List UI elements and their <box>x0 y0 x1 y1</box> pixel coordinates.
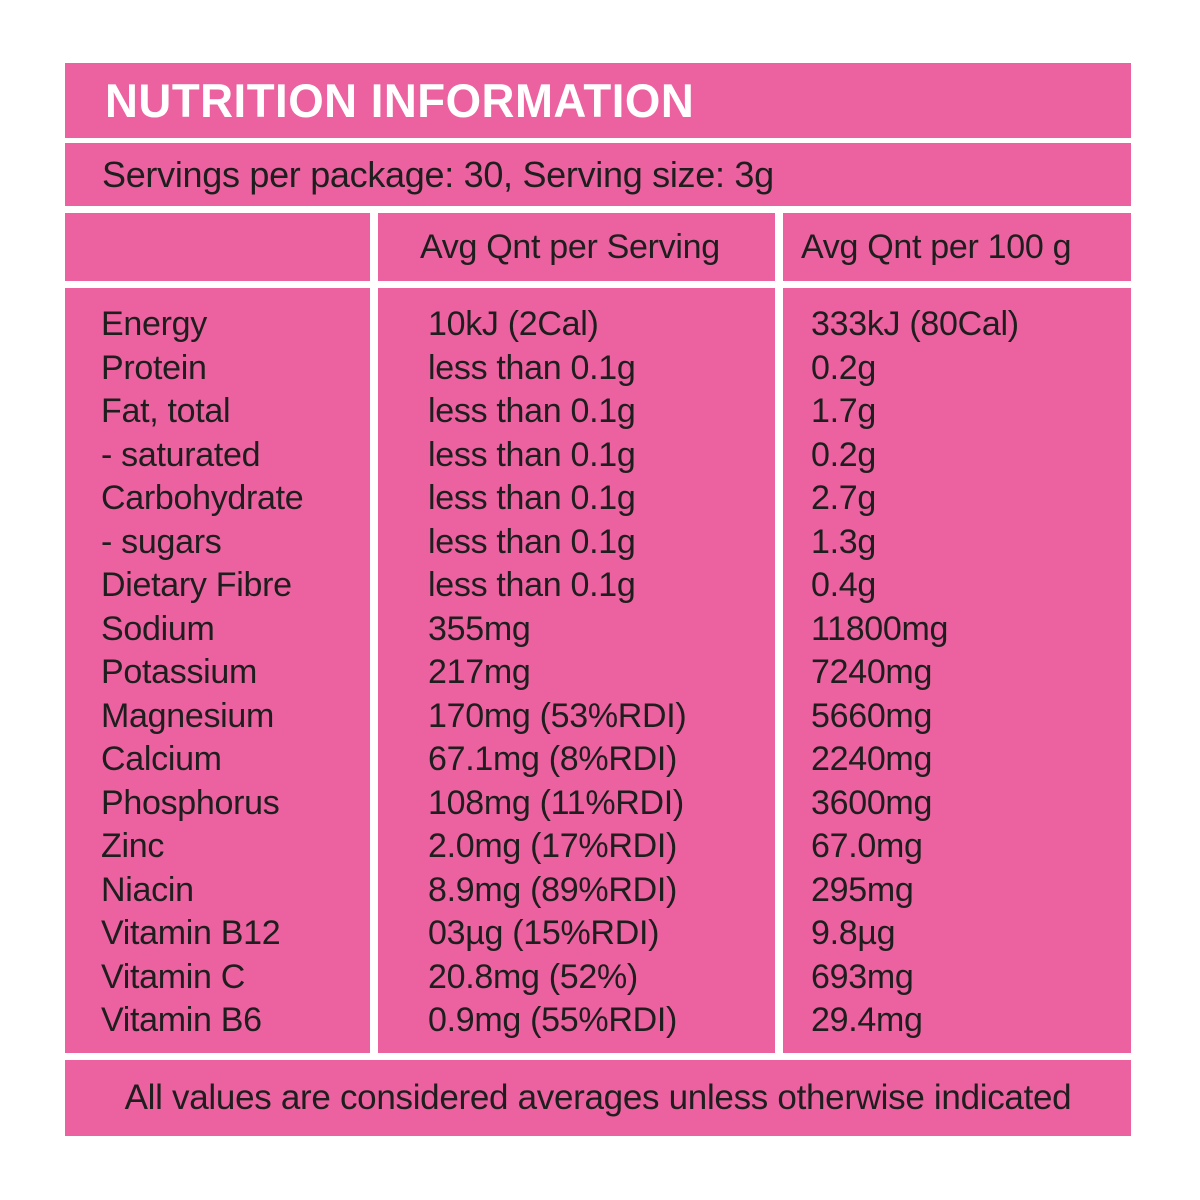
value-per-100g: 2240mg <box>811 740 933 778</box>
value-per-100g: 7240mg <box>811 653 933 691</box>
value-per-100g: 0.2g <box>811 348 876 387</box>
value-per-100g: 295mg <box>811 870 914 909</box>
nutrient-name: Dietary Fibre <box>101 566 292 604</box>
nutrient-name: Phosphorus <box>101 783 280 822</box>
nutrient-name: Magnesium <box>101 696 275 735</box>
header-cell-per-100g: Avg Qnt per 100 g <box>783 213 1131 281</box>
value-per-100g: 0.4g <box>811 566 876 604</box>
nutrient-name: Vitamin B12 <box>101 914 281 952</box>
value-per-serving: 03µg (15%RDI) <box>428 914 660 952</box>
value-per-100g: 693mg <box>811 957 914 996</box>
footer-note: All values are considered averages unles… <box>124 1078 1072 1117</box>
nutrient-name: Niacin <box>101 870 194 909</box>
value-per-100g: 1.3g <box>811 522 876 561</box>
value-per-100g: 1.7g <box>811 392 876 430</box>
value-per-serving: less than 0.1g <box>428 522 636 561</box>
value-per-serving: 217mg <box>428 653 531 691</box>
nutrient-name: Zinc <box>101 827 165 865</box>
value-per-serving: 355mg <box>428 609 531 648</box>
value-per-serving: 0.9mg (55%RDI) <box>428 1001 677 1039</box>
value-per-100g: 67.0mg <box>811 827 923 865</box>
label-title: NUTRITION INFORMATION <box>105 74 695 127</box>
value-per-serving: 10kJ (2Cal) <box>428 305 599 343</box>
nutrient-name: Protein <box>101 348 207 387</box>
value-per-serving: less than 0.1g <box>428 392 636 430</box>
nutrient-name: Fat, total <box>101 392 231 430</box>
nutrient-name: Carbohydrate <box>101 479 304 517</box>
value-per-serving: less than 0.1g <box>428 348 636 387</box>
value-per-serving: 108mg (11%RDI) <box>428 783 684 822</box>
servings-bar: Servings per package: 30, Serving size: … <box>65 143 1131 206</box>
value-per-serving: 67.1mg (8%RDI) <box>428 740 677 778</box>
value-per-100g: 11800mg <box>811 609 949 648</box>
header-cell-empty <box>65 213 370 281</box>
value-per-100g: 5660mg <box>811 696 933 735</box>
table-body: Energy Protein Fat, total - saturated Ca… <box>65 288 1131 1053</box>
nutrient-name: Vitamin C <box>101 957 246 996</box>
nutrient-name: Vitamin B6 <box>101 1001 262 1039</box>
value-per-serving: less than 0.1g <box>428 479 636 517</box>
value-per-serving: 2.0mg (17%RDI) <box>428 827 677 865</box>
value-per-100g: 0.2g <box>811 435 876 474</box>
header-cell-per-serving: Avg Qnt per Serving <box>378 213 775 281</box>
nutrient-name: Calcium <box>101 740 222 778</box>
nutrient-name: - saturated <box>101 435 261 474</box>
table-header-row: Avg Qnt per Serving Avg Qnt per 100 g <box>65 213 1131 281</box>
title-bar: NUTRITION INFORMATION <box>65 63 1131 138</box>
nutrient-name: - sugars <box>101 522 222 561</box>
per-serving-column: 10kJ (2Cal) less than 0.1g less than 0.1… <box>378 288 775 1053</box>
value-per-100g: 3600mg <box>811 783 933 822</box>
value-per-serving: 170mg (53%RDI) <box>428 696 687 735</box>
nutrient-name: Potassium <box>101 653 258 691</box>
value-per-100g: 2.7g <box>811 479 876 517</box>
nutrient-name-column: Energy Protein Fat, total - saturated Ca… <box>65 288 370 1053</box>
value-per-100g: 9.8µg <box>811 914 896 952</box>
value-per-serving: less than 0.1g <box>428 435 636 474</box>
value-per-serving: 20.8mg (52%) <box>428 957 638 996</box>
value-per-serving: less than 0.1g <box>428 566 636 604</box>
value-per-100g: 333kJ (80Cal) <box>811 305 1019 343</box>
per-100g-column: 333kJ (80Cal) 0.2g 1.7g 0.2g 2.7g 1.3g 0… <box>783 288 1131 1053</box>
value-per-100g: 29.4mg <box>811 1001 923 1039</box>
nutrient-name: Energy <box>101 305 207 343</box>
value-per-serving: 8.9mg (89%RDI) <box>428 870 677 909</box>
nutrient-name: Sodium <box>101 609 215 648</box>
servings-line: Servings per package: 30, Serving size: … <box>102 153 774 195</box>
nutrition-label: NUTRITION INFORMATION Servings per packa… <box>65 63 1131 1136</box>
footer-bar: All values are considered averages unles… <box>65 1060 1131 1136</box>
